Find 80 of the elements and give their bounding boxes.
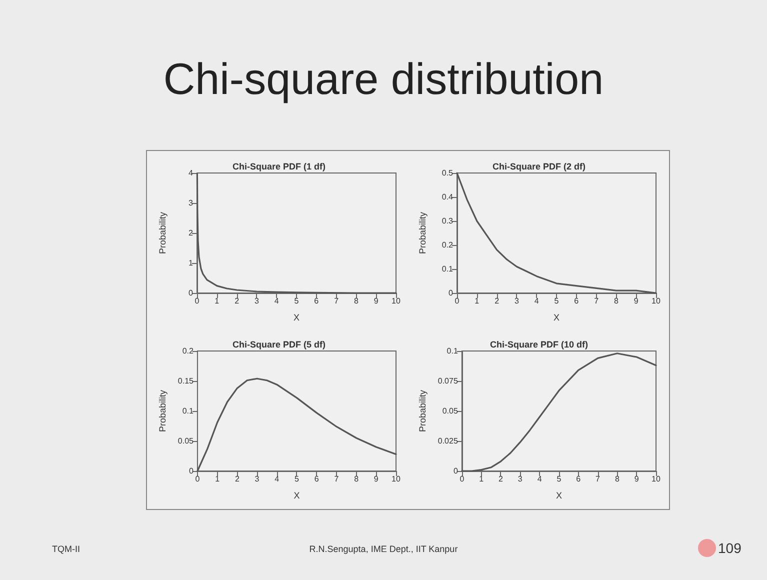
y-tick-label: 0.2 [182,346,194,356]
y-tick-label: 1 [188,258,194,268]
chart-title: Chi-Square PDF (10 df) [490,340,588,350]
y-tick-label: 0.05 [178,436,194,446]
y-tick-label: 0 [188,288,194,298]
y-tick-label: 0.1 [446,346,458,356]
x-tick-label: 9 [374,474,379,484]
chart-title: Chi-Square PDF (2 df) [492,162,586,172]
x-tick-label: 4 [274,296,280,306]
x-tick-label: 6 [314,474,320,484]
y-tick-label: 0 [189,466,194,476]
chart-title: Chi-Square PDF (5 df) [232,340,326,350]
x-tick-label: 7 [596,474,601,484]
x-tick-label: 6 [576,474,582,484]
text: R.N.Sengupta, IME Dept., IIT Kanpur [309,544,458,554]
x-tick-label: 5 [294,296,300,306]
text: TQM-II [52,544,80,554]
x-tick-label: 10 [652,474,661,484]
x-tick-label: 2 [234,474,240,484]
x-tick-label: 3 [254,474,260,484]
x-tick-label: 6 [314,296,320,306]
y-tick-label: 0.4 [442,192,454,202]
x-tick-label: 10 [392,474,401,484]
x-tick-label: 0 [194,296,200,306]
x-tick-label: 1 [479,474,484,484]
text: Chi-square distribution [162,55,605,105]
x-tick-label: 10 [652,296,661,306]
x-axis-title: X [294,490,300,500]
x-tick-label: 3 [254,296,260,306]
x-tick-label: 1 [214,296,220,306]
y-tick-label: 0 [448,288,454,298]
x-tick-label: 8 [354,296,359,306]
y-tick-label: 0.025 [438,436,458,446]
y-tick-label: 0.075 [438,376,458,386]
x-tick-label: 4 [534,296,540,306]
x-tick-label: 0 [195,474,200,484]
x-tick-label: 5 [556,474,562,484]
y-tick-label: 2 [188,228,194,238]
y-tick-label: 0.15 [178,376,194,386]
x-tick-label: 6 [574,296,580,306]
x-tick-label: 7 [334,474,340,484]
x-tick-label: 2 [494,296,500,306]
x-tick-label: 3 [514,296,520,306]
x-tick-label: 9 [374,296,379,306]
y-tick-label: 0.1 [442,264,454,274]
x-tick-label: 1 [474,296,480,306]
x-tick-label: 8 [614,296,619,306]
x-tick-label: 2 [498,474,504,484]
x-tick-label: 10 [392,296,401,306]
x-axis-title: X [293,312,300,322]
y-axis-title: Probability [418,389,428,432]
chart-title: Chi-Square PDF (1 df) [232,162,326,172]
x-tick-label: 5 [294,474,300,484]
y-axis-title: Probability [158,211,168,254]
y-tick-label: 0.1 [182,406,194,416]
text: 109 [718,540,742,556]
x-tick-label: 9 [634,474,640,484]
x-tick-label: 4 [537,474,542,484]
y-axis-title: Probability [418,211,428,254]
y-tick-label: 0.2 [442,240,454,250]
y-tick-label: 3 [188,198,194,208]
x-tick-label: 7 [594,296,600,306]
x-axis-title: X [556,490,562,500]
x-tick-label: 9 [634,296,639,306]
y-tick-label: 0.5 [442,168,454,178]
x-tick-label: 4 [274,474,280,484]
y-axis-title: Probability [158,389,168,432]
x-tick-label: 1 [215,474,220,484]
x-tick-label: 8 [614,474,620,484]
x-tick-label: 7 [334,296,340,306]
y-tick-label: 4 [188,168,194,178]
y-tick-label: 0.05 [442,406,458,416]
x-tick-label: 2 [234,296,240,306]
y-tick-label: 0.3 [442,216,454,226]
x-tick-label: 3 [518,474,523,484]
x-tick-label: 0 [460,474,465,484]
x-tick-label: 5 [554,296,560,306]
x-axis-title: X [553,312,560,322]
x-tick-label: 8 [354,474,360,484]
y-tick-label: 0 [453,466,458,476]
